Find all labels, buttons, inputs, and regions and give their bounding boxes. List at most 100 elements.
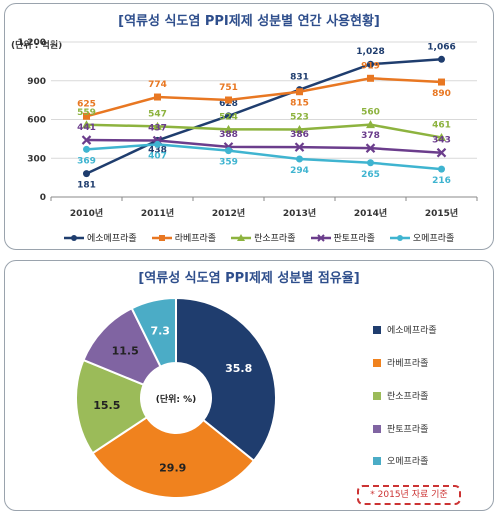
legend-marker: [389, 234, 410, 241]
legend-item: 란소프라졸: [230, 231, 296, 244]
series-line-4: [86, 143, 442, 171]
slice-value-label: 35.8: [225, 362, 252, 375]
series-line-1: [86, 77, 442, 118]
legend-swatch: [373, 456, 381, 465]
data-label: 294: [290, 166, 309, 176]
x-tick-label: 2014년: [354, 207, 387, 219]
pie-legend-item: 에소메프라졸: [373, 323, 437, 336]
data-point: [367, 60, 374, 68]
series-line-3: [86, 138, 442, 154]
data-label: 547: [148, 109, 167, 119]
data-point: [225, 96, 232, 104]
data-point: [83, 170, 90, 178]
y-tick-label: 1,200: [18, 38, 46, 48]
pie-legend-item: 오메프라졸: [373, 454, 428, 467]
y-tick-label: 600: [27, 116, 46, 126]
data-label: 751: [219, 83, 238, 93]
line-chart-legend: 에소메프라졸 라베프라졸 란소프라졸 판토프라졸 오메프라졸: [63, 231, 454, 244]
data-point: [83, 112, 90, 120]
legend-label: 판토프라졸: [333, 234, 375, 244]
data-point: [437, 132, 446, 141]
data-point: [296, 88, 303, 96]
data-point: [294, 142, 305, 152]
data-point: [225, 112, 232, 120]
legend-label: 란소프라졸: [254, 234, 296, 244]
data-label: 560: [361, 108, 380, 118]
data-label: 625: [77, 99, 96, 109]
data-label: 524: [219, 112, 238, 122]
legend-label: 라베프라졸: [387, 359, 429, 369]
slice-value-label: 11.5: [112, 345, 139, 358]
data-label: 343: [432, 136, 451, 146]
donut-slice: [175, 296, 277, 463]
data-label: 523: [290, 112, 309, 122]
pie-legend-item: 판토프라졸: [373, 422, 428, 435]
data-label: 265: [361, 170, 380, 180]
data-point: [438, 165, 445, 173]
data-basis-note: * 2015년 자료 기준: [357, 485, 461, 505]
pie-legend-item: 란소프라졸: [373, 389, 428, 402]
data-label: 386: [290, 130, 309, 140]
line-chart: 0 300 600 900 1,200 2010년 2011년 2012년 2013년 2014년…: [18, 38, 478, 219]
series-line-0: [85, 58, 442, 175]
slice-value-label: 29.9: [159, 461, 186, 474]
data-point: [296, 155, 303, 163]
legend-marker: [151, 234, 172, 241]
legend-marker: [64, 234, 84, 241]
data-point: [436, 147, 447, 158]
donut-slice: [75, 358, 149, 455]
data-label: 359: [219, 158, 238, 168]
x-tick-label: 2011년: [141, 207, 174, 219]
legend-label: 에소메프라졸: [87, 234, 137, 244]
data-label: 815: [290, 99, 309, 109]
legend-marker: [231, 233, 252, 241]
data-point: [367, 74, 374, 82]
legend-item: 에소메프라졸: [63, 231, 137, 244]
data-label: 181: [77, 181, 96, 191]
legend-label: 오메프라졸: [387, 457, 429, 467]
data-label: 438: [148, 145, 167, 155]
slice-value-label: 7.3: [150, 324, 170, 337]
data-point: [366, 120, 375, 129]
data-point: [83, 145, 90, 153]
legend-item: 판토프라졸: [310, 231, 375, 244]
data-label: 628: [219, 99, 238, 109]
legend-label: 라베프라졸: [174, 234, 217, 244]
data-point: [295, 124, 304, 133]
legend-marker: [310, 233, 331, 242]
legend-label: 판토프라졸: [387, 425, 429, 435]
line-chart-unit: (단위 : 억원): [11, 41, 63, 51]
legend-swatch: [373, 424, 381, 433]
legend-label: 란소프라졸: [387, 392, 429, 402]
data-label: 461: [432, 120, 451, 130]
x-tick-label: 2015년: [425, 207, 458, 219]
y-tick-label: 300: [27, 154, 46, 164]
pie-chart-panel: [역류성 식도염 PPI제제 성분별 점유율] 35.8 29.9 15.5 11.5…: [4, 260, 494, 511]
donut-center-label: (단위: %): [156, 393, 197, 405]
data-label: 831: [290, 73, 309, 83]
data-label: 890: [432, 89, 451, 99]
data-point: [438, 55, 445, 63]
data-label: 441: [77, 123, 96, 133]
data-point: [81, 135, 92, 145]
legend-item: 라베프라졸: [151, 231, 216, 244]
x-tick-label: 2013년: [283, 207, 316, 219]
data-point: [82, 120, 91, 129]
data-label: 559: [77, 108, 96, 118]
data-point: [153, 121, 162, 130]
series-line-2: [86, 123, 442, 139]
legend-label: 에소메프라졸: [387, 326, 437, 336]
data-point: [365, 143, 376, 153]
x-tick-label: 2010년: [70, 207, 103, 219]
pie-legend-item: 라베프라졸: [373, 356, 428, 369]
donut-slice: [130, 296, 177, 368]
data-point: [225, 147, 232, 155]
data-label: 1,066: [427, 42, 455, 52]
donut-slice: [91, 415, 256, 499]
slice-value-label: 15.5: [93, 399, 120, 412]
donut-chart: 35.8 29.9 15.5 11.5 7.3 (단위: %): [75, 296, 277, 499]
y-tick-label: 900: [27, 77, 46, 87]
data-label: 1,028: [356, 47, 384, 57]
legend-swatch: [373, 325, 381, 334]
data-label: 369: [77, 156, 96, 166]
